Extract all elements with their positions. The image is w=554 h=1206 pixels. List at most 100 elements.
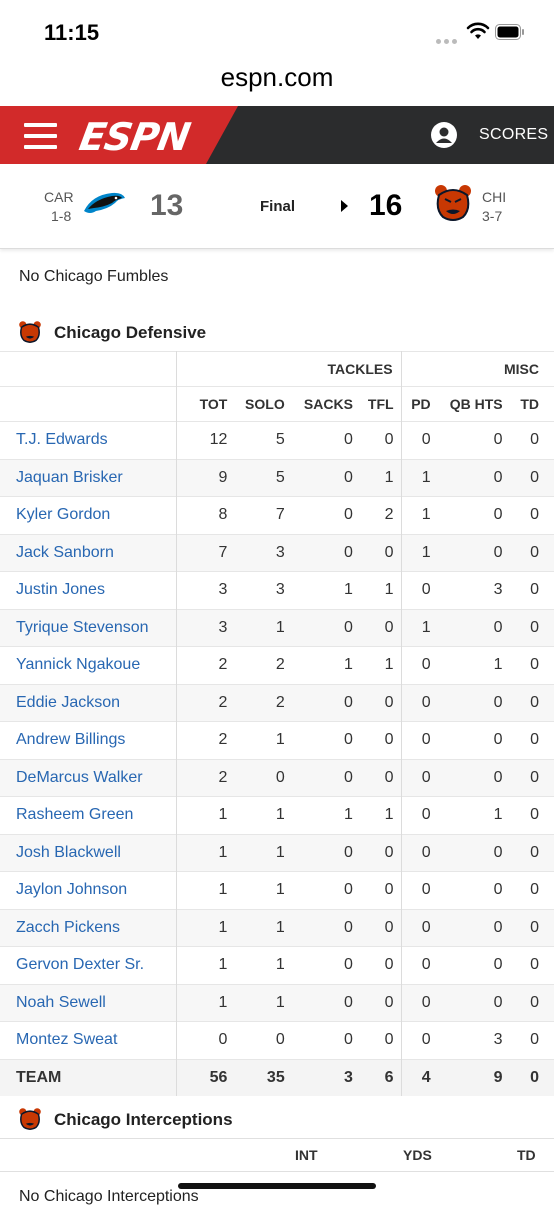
stat-td: 0 [502,758,554,797]
defensive-table: TACKLES MISC TOT SOLO SACKS TFL PD QB HT… [0,351,554,1096]
stat-sacks: 0 [284,946,353,984]
col-solo[interactable]: SOLO [227,386,285,422]
stat-tfl: 0 [352,758,402,797]
stat-tfl: 0 [352,721,402,759]
player-name-link[interactable]: Jack Sanborn [0,533,177,572]
table-row: Kyler Gordon 8 7 0 2 1 0 0 [0,496,554,534]
stat-sacks: 0 [284,758,353,797]
stat-tfl: 0 [352,833,402,872]
stat-sacks: 0 [284,1021,353,1059]
stat-td: 0 [502,796,554,834]
col-sacks[interactable]: SACKS [284,386,353,422]
col-int-td[interactable]: TD [517,1147,536,1163]
stat-solo: 1 [227,721,285,759]
hamburger-icon[interactable] [24,123,57,149]
col-tot[interactable]: TOT [176,386,228,422]
table-row: Rasheem Green 1 1 1 1 0 1 0 [0,796,554,834]
table-row: Noah Sewell 1 1 0 0 0 0 0 [0,983,554,1022]
col-int[interactable]: INT [295,1147,318,1163]
stat-tfl: 0 [352,871,402,909]
stat-tfl: 0 [352,421,402,459]
scoreboard[interactable]: CAR 1-8 13 Final 16 CHI 3-7 [0,164,554,249]
stat-solo: 5 [227,458,285,497]
stat-qbhts: 0 [430,421,503,459]
stat-qbhts: 0 [430,946,503,984]
stat-td: 0 [502,1021,554,1059]
col-tfl[interactable]: TFL [352,386,402,422]
stat-sacks: 0 [284,833,353,872]
stat-pd: 0 [401,721,431,759]
home-indicator[interactable] [178,1183,376,1189]
interceptions-note: No Chicago Interceptions [19,1188,199,1205]
table-row: Tyrique Stevenson 3 1 0 0 1 0 0 [0,608,554,647]
stat-qbhts: 0 [430,496,503,534]
stat-solo: 1 [227,608,285,647]
interceptions-section-title: Chicago Interceptions [54,1110,233,1129]
stat-tfl: 0 [352,946,402,984]
player-name-link[interactable]: Jaquan Brisker [0,458,177,497]
col-td[interactable]: TD [502,386,554,422]
team-tfl: 6 [352,1058,402,1096]
status-time: 11:15 [44,20,100,45]
stat-qbhts: 3 [430,1021,503,1059]
stat-tot: 9 [176,458,228,497]
stat-solo: 2 [227,683,285,722]
espn-logo[interactable]: ESPN [76,115,193,159]
stat-qbhts: 1 [430,796,503,834]
team-pd: 4 [401,1058,431,1096]
url-bar[interactable]: espn.com [220,62,334,92]
player-name-link[interactable]: Noah Sewell [0,983,177,1022]
stat-sacks: 0 [284,683,353,722]
col-qbhts[interactable]: QB HTS [430,386,503,422]
team-total-row: TEAM 56 35 3 6 4 9 0 [0,1058,554,1096]
stat-qbhts: 0 [430,533,503,572]
col-yds[interactable]: YDS [403,1147,432,1163]
player-name-link[interactable]: Montez Sweat [0,1021,177,1059]
player-name-link[interactable]: DeMarcus Walker [0,758,177,797]
defensive-section-title: Chicago Defensive [54,323,207,342]
stat-tfl: 0 [352,908,402,947]
stat-qbhts: 1 [430,646,503,684]
stat-solo: 1 [227,983,285,1022]
player-name-link[interactable]: Eddie Jackson [0,683,177,722]
table-row: Jaylon Johnson 1 1 0 0 0 0 0 [0,871,554,909]
stat-qbhts: 0 [430,721,503,759]
stat-tfl: 1 [352,796,402,834]
interceptions-header-row: INT YDS TD [0,1138,554,1172]
player-name-link[interactable]: T.J. Edwards [0,421,177,459]
stat-solo: 2 [227,646,285,684]
stat-solo: 1 [227,946,285,984]
player-name-link[interactable]: Zacch Pickens [0,908,177,947]
stat-tot: 3 [176,571,228,609]
player-name-link[interactable]: Tyrique Stevenson [0,608,177,647]
bears-logo [435,185,471,221]
player-name-link[interactable]: Rasheem Green [0,796,177,834]
player-name-link[interactable]: Jaylon Johnson [0,871,177,909]
stat-tfl: 0 [352,608,402,647]
scores-link[interactable]: SCORES [479,126,549,143]
table-row: DeMarcus Walker 2 0 0 0 0 0 0 [0,758,554,797]
header-red-band [0,106,238,164]
bears-logo [19,1108,41,1130]
stat-solo: 1 [227,796,285,834]
stat-qbhts: 0 [430,983,503,1022]
home-team-abbr: CHI [482,189,507,205]
user-icon[interactable] [430,121,458,149]
player-name-link[interactable]: Gervon Dexter Sr. [0,946,177,984]
stat-tot: 12 [176,421,228,459]
stat-sacks: 0 [284,983,353,1022]
stat-pd: 1 [401,608,431,647]
stat-pd: 0 [401,421,431,459]
tackles-group-header: TACKLES [176,351,402,387]
col-pd[interactable]: PD [401,386,431,422]
stat-sacks: 0 [284,608,353,647]
player-name-link[interactable]: Kyler Gordon [0,496,177,534]
player-name-link[interactable]: Josh Blackwell [0,833,177,872]
player-name-link[interactable]: Justin Jones [0,571,177,609]
stat-td: 0 [502,871,554,909]
stat-pd: 0 [401,908,431,947]
stat-tfl: 0 [352,1021,402,1059]
player-name-link[interactable]: Andrew Billings [0,721,177,759]
player-name-link[interactable]: Yannick Ngakoue [0,646,177,684]
stat-solo: 3 [227,533,285,572]
